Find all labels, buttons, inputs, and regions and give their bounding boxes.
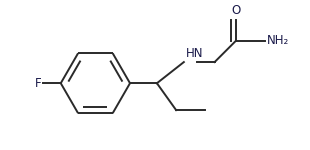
Text: F: F [35, 77, 42, 90]
Text: HN: HN [186, 47, 203, 60]
Text: NH₂: NH₂ [267, 34, 289, 47]
Text: O: O [231, 4, 240, 17]
